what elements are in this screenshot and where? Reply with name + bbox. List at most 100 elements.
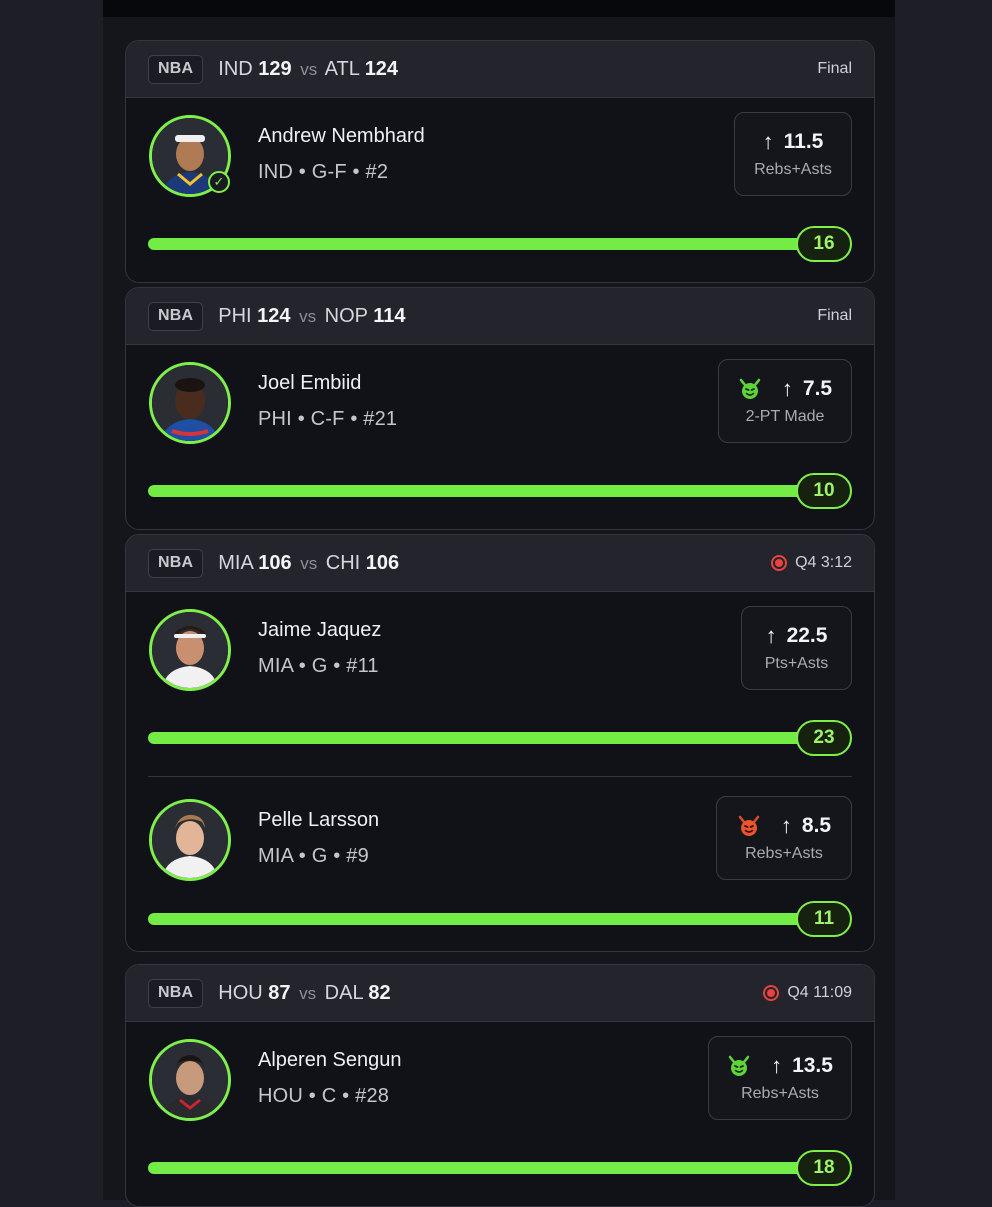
prop-stat-label: Rebs+Asts [754,161,832,178]
pick-row[interactable]: Alperen Sengun HOU • C • #28 ↑ 13.5 Rebs… [126,1022,874,1206]
result-value: 16 [796,226,852,262]
status-text: Q4 3:12 [795,554,852,571]
arrow-up-icon: ↑ [765,623,777,648]
red-devil-icon [738,815,760,836]
matchup: HOU 87 vs DAL 82 [218,982,390,1005]
away-score: 114 [373,304,406,327]
vs-label: vs [300,553,318,573]
player-name: Joel Embiid [258,372,362,394]
progress-fill [148,913,822,925]
live-indicator-icon [763,985,780,1001]
arrow-up-icon: ↑ [771,1053,783,1078]
player-meta: MIA • G • #9 [258,845,369,867]
player-meta: MIA • G • #11 [258,655,379,677]
prop-line-box[interactable]: ↑ 22.5 Pts+Asts [741,606,852,690]
game-header: NBA IND 129 vs ATL 124 Final [126,41,874,98]
arrow-up-icon: ↑ [781,376,793,401]
league-badge: NBA [148,548,204,578]
game-card-phi-nop[interactable]: NBA PHI 124 vs NOP 114 Final [125,287,875,530]
game-header: NBA MIA 106 vs CHI 106 Q4 3:12 [126,535,874,592]
game-card-ind-atl[interactable]: NBA IND 129 vs ATL 124 Final [125,40,875,283]
result-value: 23 [796,720,852,756]
player-headshot-icon [152,802,228,878]
matchup: IND 129 vs ATL 124 [218,58,398,81]
home-team: HOU [218,981,263,1004]
game-status: Final [817,60,852,78]
prop-stat-label: Pts+Asts [764,655,829,672]
home-score: 124 [257,304,291,327]
league-badge: NBA [148,54,204,84]
home-score: 87 [268,981,291,1004]
game-header: NBA HOU 87 vs DAL 82 Q4 11:09 [126,965,874,1022]
prop-stat-label: 2-PT Made [745,408,825,425]
home-team: PHI [218,304,252,327]
result-value: 11 [796,901,852,937]
player-avatar [149,362,231,444]
prop-line-value: 11.5 [783,130,824,153]
home-team: MIA [218,551,253,574]
game-status: Q4 3:12 [771,554,852,572]
prop-line-value: 13.5 [792,1054,833,1077]
prop-line-box[interactable]: ↑ 7.5 2-PT Made [718,359,852,443]
pick-row[interactable]: Jaime Jaquez MIA • G • #11 ↑ 22.5 Pts+As… [126,592,874,776]
game-status: Q4 11:09 [763,984,852,1002]
matchup: MIA 106 vs CHI 106 [218,552,399,575]
progress-fill [148,485,822,497]
progress-bar: 11 [148,901,852,937]
arrow-up-icon: ↑ [762,129,774,154]
home-score: 129 [258,57,292,80]
arrow-up-icon: ↑ [780,813,792,838]
vs-label: vs [300,59,318,79]
progress-bar: 10 [148,473,852,509]
status-text: Final [817,60,852,77]
player-name: Alperen Sengun [258,1049,402,1071]
pick-row[interactable]: ✓ Andrew Nembhard IND • G-F • #2 ↑ 11.5 … [126,98,874,282]
status-text: Final [817,307,852,324]
player-avatar [149,799,231,881]
game-status: Final [817,307,852,325]
prop-line-box[interactable]: ↑ 13.5 Rebs+Asts [708,1036,852,1120]
result-value: 18 [796,1150,852,1186]
player-headshot-icon [152,612,228,688]
game-card-hou-dal[interactable]: NBA HOU 87 vs DAL 82 Q4 11:09 [125,964,875,1207]
home-team: IND [218,57,253,80]
progress-bar: 23 [148,720,852,756]
vs-label: vs [299,983,317,1003]
progress-fill [148,1162,822,1174]
away-team: DAL [324,981,363,1004]
prop-stat-label: Rebs+Asts [745,845,823,862]
player-name: Pelle Larsson [258,809,380,831]
away-score: 106 [365,551,400,574]
green-devil-icon [728,1055,750,1076]
prop-line-value: 22.5 [786,624,828,647]
prop-line-value: 8.5 [801,814,832,837]
pick-row[interactable]: Pelle Larsson MIA • G • #9 ↑ 8.5 Rebs+As… [148,776,852,951]
progress-bar: 18 [148,1150,852,1186]
prop-line-box[interactable]: ↑ 11.5 Rebs+Asts [734,112,852,196]
vs-label: vs [299,306,317,326]
prop-line-value: 7.5 [802,377,833,400]
result-value: 10 [796,473,852,509]
progress-bar: 16 [148,226,852,262]
app-container: NBA IND 129 vs ATL 124 Final [103,0,895,1207]
player-name: Jaime Jaquez [258,619,382,641]
player-avatar [149,1039,231,1121]
player-headshot-icon [152,118,228,194]
home-score: 106 [258,551,292,574]
status-text: Q4 11:09 [787,984,852,1001]
check-icon: ✓ [208,171,230,193]
league-badge: NBA [148,978,204,1008]
progress-fill [148,732,822,744]
player-meta: IND • G-F • #2 [258,161,389,183]
green-devil-icon [739,378,761,399]
prop-line-box[interactable]: ↑ 8.5 Rebs+Asts [716,796,852,880]
away-score: 124 [364,57,399,80]
player-meta: PHI • C-F • #21 [258,408,398,430]
player-headshot-icon [152,1042,228,1118]
game-header: NBA PHI 124 vs NOP 114 Final [126,288,874,345]
away-team: NOP [324,304,368,327]
player-avatar [149,115,231,197]
pick-row[interactable]: Joel Embiid PHI • C-F • #21 ↑ 7.5 2-PT M… [126,345,874,529]
player-headshot-icon [152,365,228,441]
game-card-mia-chi[interactable]: NBA MIA 106 vs CHI 106 Q4 3:12 [125,534,875,952]
